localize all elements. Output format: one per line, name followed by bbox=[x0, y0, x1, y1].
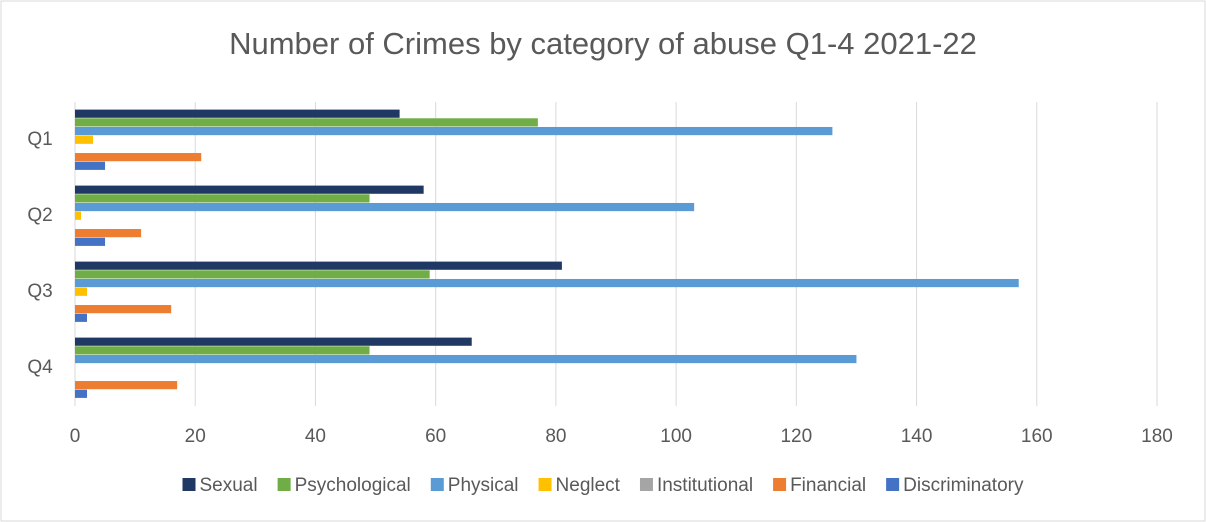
bar bbox=[75, 185, 424, 194]
x-tick-label: 140 bbox=[901, 426, 933, 447]
legend-swatch bbox=[182, 478, 196, 491]
legend-label: Discriminatory bbox=[903, 475, 1024, 496]
legend-label: Sexual bbox=[200, 475, 258, 496]
x-tick-label: 40 bbox=[305, 426, 326, 447]
bar bbox=[75, 194, 370, 203]
y-tick-label: Q3 bbox=[27, 281, 52, 302]
bar bbox=[75, 270, 430, 279]
bar bbox=[75, 346, 370, 355]
bar bbox=[75, 229, 142, 238]
y-tick-label: Q2 bbox=[27, 205, 52, 226]
x-tick-label: 160 bbox=[1021, 426, 1053, 447]
bar bbox=[75, 237, 106, 246]
bar bbox=[75, 381, 178, 390]
bar bbox=[75, 305, 172, 314]
legend-label: Neglect bbox=[556, 475, 621, 496]
x-tick-label: 60 bbox=[425, 426, 446, 447]
y-tick-label: Q4 bbox=[27, 357, 53, 378]
bar bbox=[75, 261, 562, 270]
legend-swatch bbox=[886, 478, 900, 491]
bar bbox=[75, 337, 472, 346]
bar bbox=[75, 389, 88, 398]
bar bbox=[75, 354, 857, 364]
legend-swatch bbox=[773, 478, 787, 491]
legend-swatch bbox=[639, 478, 653, 491]
legend-swatch bbox=[430, 478, 444, 491]
bar bbox=[75, 161, 106, 170]
y-tick-label: Q1 bbox=[27, 129, 52, 150]
bar bbox=[75, 126, 833, 136]
chart-title: Number of Crimes by category of abuse Q1… bbox=[229, 26, 977, 61]
bar bbox=[75, 118, 538, 127]
bar bbox=[75, 135, 94, 144]
x-tick-label: 0 bbox=[70, 426, 81, 447]
x-tick-label: 20 bbox=[185, 426, 206, 447]
legend-swatch bbox=[277, 478, 291, 491]
x-tick-label: 180 bbox=[1141, 426, 1173, 447]
bar bbox=[75, 202, 695, 212]
legend-swatch bbox=[538, 478, 552, 491]
legend-label: Institutional bbox=[657, 475, 753, 496]
x-tick-label: 80 bbox=[545, 426, 566, 447]
bar bbox=[75, 109, 400, 118]
x-tick-label: 120 bbox=[780, 426, 812, 447]
bar bbox=[75, 278, 1019, 288]
bar bbox=[75, 211, 82, 220]
legend-label: Psychological bbox=[295, 475, 411, 496]
x-tick-label: 100 bbox=[660, 426, 692, 447]
legend-label: Financial bbox=[790, 475, 866, 496]
legend-label: Physical bbox=[448, 475, 519, 496]
bar bbox=[75, 153, 202, 162]
bar bbox=[75, 313, 88, 322]
bar bbox=[75, 287, 88, 296]
